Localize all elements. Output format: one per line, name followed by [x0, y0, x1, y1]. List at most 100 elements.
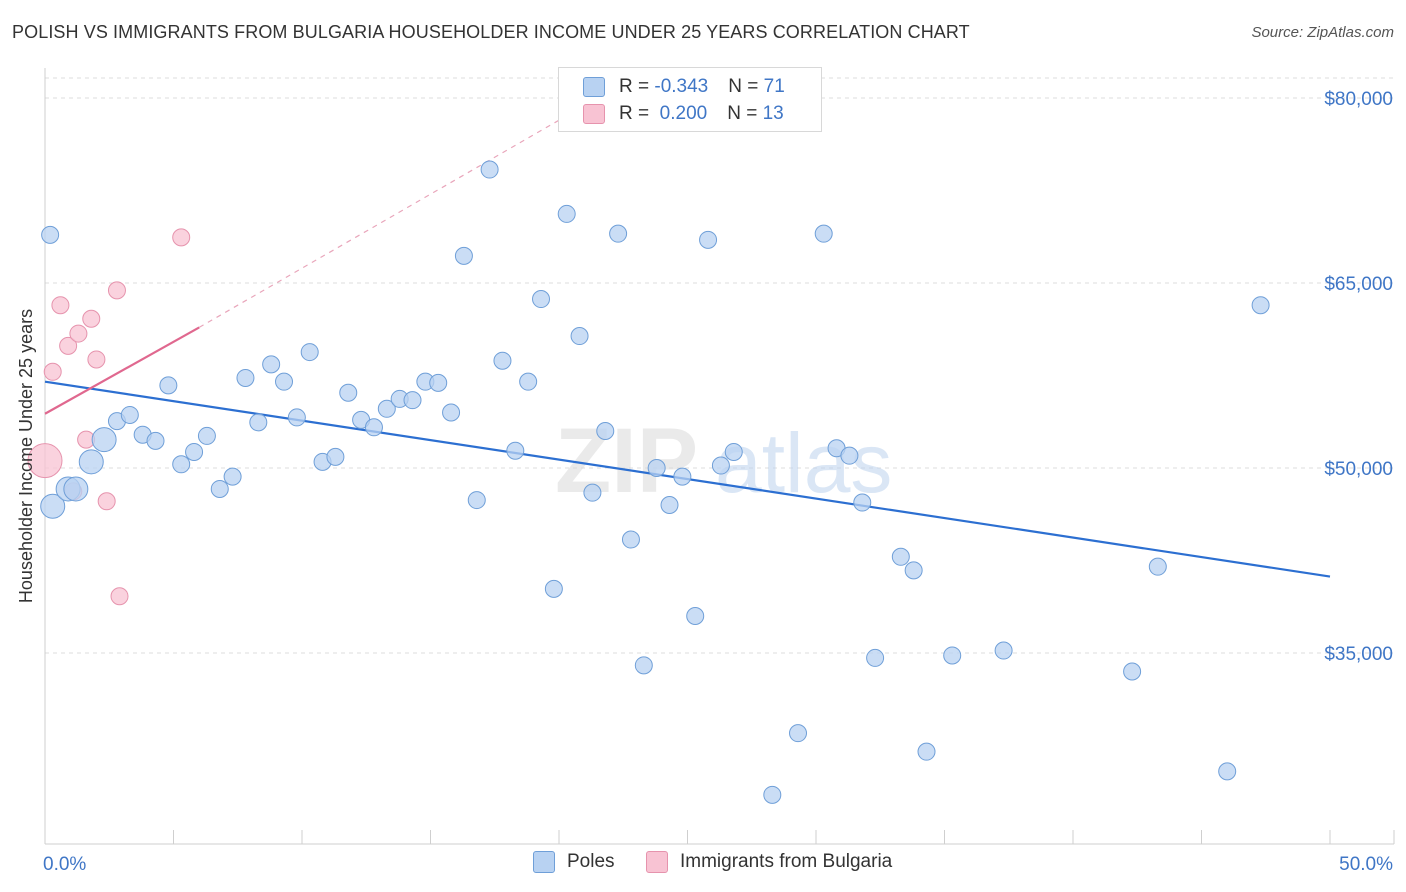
bulgaria-point	[172, 228, 191, 247]
y-tick-label: $35,000	[1324, 644, 1393, 665]
poles-point	[763, 785, 782, 804]
poles-point	[532, 290, 551, 309]
poles-point	[853, 493, 872, 512]
poles-point	[724, 442, 743, 461]
poles-point	[686, 607, 705, 625]
watermark-zip: ZIP	[555, 410, 698, 512]
bulgaria-point	[51, 296, 70, 315]
poles-point	[519, 372, 538, 391]
poles-point	[647, 459, 666, 477]
series-legend: Poles Immigrants from Bulgaria	[0, 851, 1406, 877]
correlation-legend: R = -0.343 N = 71 R = 0.200 N = 13	[558, 67, 822, 132]
poles-point	[339, 383, 358, 402]
poles-point	[699, 230, 718, 249]
poles-point	[596, 422, 615, 440]
poles-point	[583, 483, 602, 502]
poles-point	[866, 648, 885, 667]
poles-point	[403, 391, 422, 410]
poles-point	[172, 455, 191, 474]
poles-point	[814, 224, 833, 243]
poles-point	[506, 441, 525, 460]
n-value: 13	[762, 103, 784, 124]
poles-point	[943, 646, 962, 665]
poles-point	[544, 579, 563, 598]
r-value: 0.200	[654, 103, 708, 124]
r-value: -0.343	[654, 76, 709, 97]
bulgaria-swatch	[583, 104, 605, 124]
poles-point	[326, 447, 345, 466]
poles-point	[249, 413, 268, 432]
poles-point	[236, 368, 255, 387]
r-label: R =	[619, 76, 655, 97]
poles-point	[120, 405, 139, 424]
n-value: 71	[763, 76, 785, 97]
poles-point	[78, 449, 104, 475]
poles-point	[467, 491, 486, 510]
bulgaria-point	[82, 309, 101, 328]
bulgaria-point	[110, 587, 129, 606]
bulgaria-legend-swatch	[646, 851, 668, 873]
poles-point	[789, 724, 808, 743]
poles-point	[493, 351, 512, 370]
poles-point	[159, 376, 178, 395]
scatter-points	[27, 160, 1270, 804]
poles-point	[840, 446, 859, 465]
bulgaria-point	[69, 324, 88, 343]
poles-point	[454, 246, 473, 265]
x-tick-label: 0.0%	[43, 854, 86, 875]
bulgaria-trend-extension	[198, 97, 598, 328]
poles-point	[41, 225, 60, 244]
poles-point	[621, 530, 640, 549]
y-axis-label: Householder Income Under 25 years	[16, 309, 36, 603]
legend-item-poles: Poles	[533, 851, 615, 873]
bulgaria-point	[27, 443, 63, 479]
poles-point	[673, 467, 692, 486]
bulgaria-point	[87, 350, 106, 369]
poles-point	[262, 355, 281, 374]
n-label: N =	[728, 76, 764, 97]
poles-point	[377, 399, 396, 418]
bulgaria-legend-label: Immigrants from Bulgaria	[680, 851, 893, 872]
poles-point	[40, 493, 66, 519]
poles-point	[442, 403, 461, 422]
y-tick-label: $80,000	[1324, 89, 1393, 110]
legend-row-bulgaria: R = 0.200 N = 13	[583, 102, 784, 126]
poles-point	[634, 656, 653, 675]
bulgaria-point	[59, 336, 78, 355]
poles-point	[609, 224, 628, 243]
poles-point	[197, 426, 216, 445]
poles-point	[994, 641, 1013, 660]
poles-point	[429, 373, 448, 392]
poles-point	[275, 372, 294, 391]
poles-point	[711, 456, 730, 475]
legend-item-bulgaria: Immigrants from Bulgaria	[646, 851, 892, 873]
poles-point	[223, 467, 242, 486]
n-label: N =	[727, 103, 763, 124]
poles-point	[917, 742, 936, 761]
poles-point	[1123, 662, 1142, 681]
bulgaria-point	[107, 281, 126, 300]
poles-point	[904, 561, 923, 580]
poles-point	[300, 343, 319, 362]
poles-point	[91, 427, 117, 453]
chart-title: POLISH VS IMMIGRANTS FROM BULGARIA HOUSE…	[12, 22, 970, 42]
bulgaria-trend-line	[44, 326, 200, 415]
poles-point	[287, 408, 306, 427]
poles-point	[185, 442, 204, 461]
bulgaria-point	[97, 492, 116, 511]
poles-point	[1148, 557, 1167, 576]
y-tick-label: $65,000	[1324, 274, 1393, 295]
poles-point	[210, 479, 229, 498]
poles-point	[570, 327, 589, 346]
legend-row-poles: R = -0.343 N = 71	[583, 75, 785, 99]
poles-point	[891, 547, 910, 566]
poles-point	[364, 418, 383, 437]
poles-point	[1218, 762, 1237, 781]
source-label: Source: ZipAtlas.com	[1251, 24, 1394, 41]
x-tick-label: 50.0%	[1339, 854, 1393, 875]
poles-swatch	[583, 77, 605, 97]
bulgaria-point	[43, 362, 62, 381]
poles-legend-label: Poles	[567, 851, 615, 872]
poles-point	[660, 496, 679, 514]
